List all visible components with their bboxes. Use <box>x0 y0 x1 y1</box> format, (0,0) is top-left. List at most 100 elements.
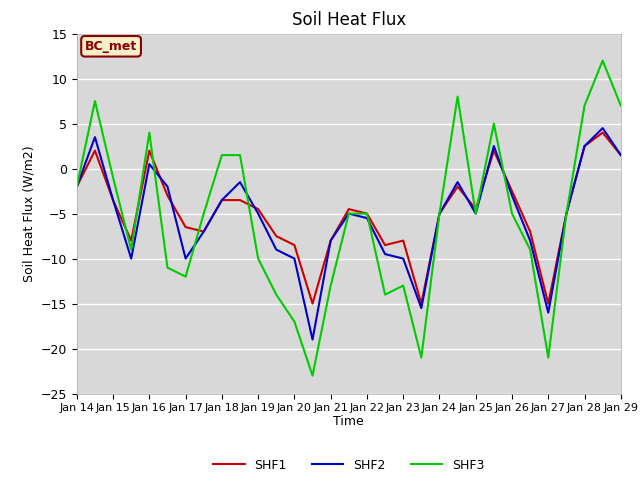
Y-axis label: Soil Heat Flux (W/m2): Soil Heat Flux (W/m2) <box>22 145 35 282</box>
SHF3 <box>236 152 244 158</box>
SHF3 <box>617 103 625 108</box>
SHF1 <box>599 130 607 135</box>
SHF3 <box>580 103 588 108</box>
SHF3 <box>399 283 407 288</box>
SHF1 <box>164 192 172 199</box>
SHF2 <box>327 238 335 243</box>
SHF2 <box>363 215 371 221</box>
SHF3 <box>308 372 316 378</box>
SHF3 <box>200 211 207 216</box>
SHF3 <box>454 94 461 99</box>
SHF2 <box>417 305 425 311</box>
SHF3 <box>381 292 389 298</box>
SHF3 <box>417 355 425 360</box>
SHF1 <box>399 238 407 243</box>
SHF1 <box>490 148 498 154</box>
SHF1 <box>617 152 625 158</box>
Line: SHF2: SHF2 <box>77 128 621 339</box>
SHF2 <box>308 336 316 342</box>
SHF2 <box>182 256 189 262</box>
Line: SHF3: SHF3 <box>77 60 621 375</box>
SHF2 <box>472 211 479 216</box>
SHF1 <box>417 300 425 306</box>
SHF1 <box>580 143 588 149</box>
SHF2 <box>236 179 244 185</box>
SHF2 <box>454 179 461 185</box>
SHF1 <box>73 184 81 190</box>
SHF2 <box>218 197 226 203</box>
SHF2 <box>545 310 552 315</box>
SHF3 <box>109 175 117 180</box>
SHF1 <box>273 233 280 239</box>
SHF3 <box>327 283 335 288</box>
SHF1 <box>109 197 117 203</box>
SHF1 <box>200 228 207 234</box>
SHF2 <box>127 256 135 262</box>
SHF1 <box>345 206 353 212</box>
SHF3 <box>164 264 172 270</box>
SHF2 <box>109 197 117 203</box>
SHF3 <box>218 152 226 158</box>
SHF2 <box>617 152 625 158</box>
SHF1 <box>145 148 153 154</box>
SHF1 <box>508 188 516 194</box>
Line: SHF1: SHF1 <box>77 132 621 303</box>
SHF2 <box>91 134 99 140</box>
SHF1 <box>236 197 244 203</box>
SHF3 <box>563 211 570 216</box>
SHF3 <box>508 211 516 216</box>
SHF2 <box>345 211 353 216</box>
SHF3 <box>273 292 280 298</box>
SHF3 <box>182 274 189 279</box>
SHF1 <box>291 242 298 248</box>
SHF3 <box>127 247 135 252</box>
SHF3 <box>526 247 534 252</box>
SHF2 <box>254 211 262 216</box>
SHF2 <box>273 247 280 252</box>
SHF2 <box>580 143 588 149</box>
SHF1 <box>526 228 534 234</box>
SHF2 <box>291 256 298 262</box>
SHF1 <box>91 148 99 154</box>
SHF3 <box>436 211 444 216</box>
SHF3 <box>472 211 479 216</box>
SHF2 <box>599 125 607 131</box>
SHF1 <box>563 211 570 216</box>
X-axis label: Time: Time <box>333 415 364 428</box>
SHF1 <box>436 211 444 216</box>
SHF2 <box>200 228 207 234</box>
SHF3 <box>73 184 81 190</box>
SHF3 <box>91 98 99 104</box>
Title: Soil Heat Flux: Soil Heat Flux <box>292 11 406 29</box>
SHF3 <box>145 130 153 135</box>
Legend: SHF1, SHF2, SHF3: SHF1, SHF2, SHF3 <box>209 454 489 477</box>
SHF2 <box>490 143 498 149</box>
SHF1 <box>381 242 389 248</box>
SHF2 <box>164 184 172 190</box>
SHF3 <box>291 319 298 324</box>
SHF3 <box>490 120 498 126</box>
SHF1 <box>182 224 189 230</box>
SHF2 <box>145 161 153 167</box>
SHF2 <box>508 192 516 199</box>
SHF2 <box>436 211 444 216</box>
SHF2 <box>563 211 570 216</box>
SHF1 <box>127 238 135 243</box>
SHF1 <box>454 184 461 190</box>
SHF2 <box>526 238 534 243</box>
SHF1 <box>545 300 552 306</box>
SHF3 <box>254 256 262 262</box>
SHF3 <box>545 355 552 360</box>
SHF2 <box>381 251 389 257</box>
SHF2 <box>73 184 81 190</box>
SHF1 <box>363 211 371 216</box>
SHF2 <box>399 256 407 262</box>
SHF1 <box>218 197 226 203</box>
SHF1 <box>472 206 479 212</box>
SHF3 <box>599 58 607 63</box>
SHF1 <box>327 238 335 243</box>
SHF3 <box>363 211 371 216</box>
SHF3 <box>345 211 353 216</box>
Text: BC_met: BC_met <box>85 40 137 53</box>
SHF1 <box>308 300 316 306</box>
